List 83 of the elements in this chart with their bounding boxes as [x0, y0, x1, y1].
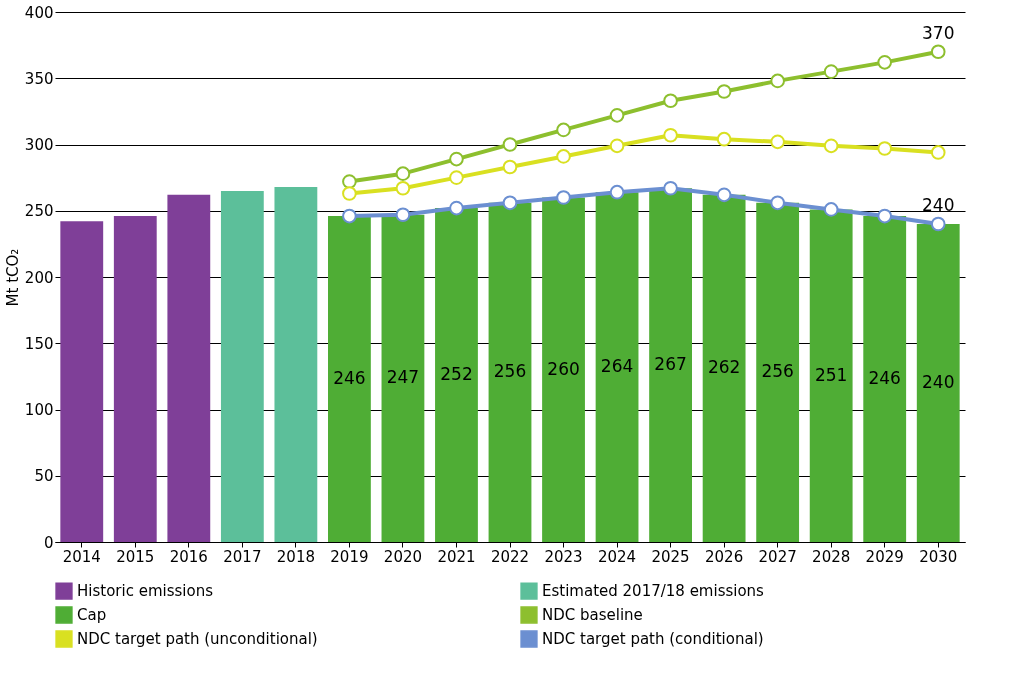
point — [823, 138, 839, 154]
point — [663, 180, 678, 196]
data-label: 240 — [922, 195, 955, 215]
point — [770, 134, 785, 150]
y-tick-label: 150 — [24, 334, 54, 353]
y-tick-label: 50 — [34, 467, 54, 486]
x-tick-label: 2023 — [544, 547, 583, 566]
y-tick-label: 200 — [24, 268, 54, 287]
x-tick-label: 2028 — [812, 547, 851, 566]
point — [449, 170, 464, 185]
point — [877, 208, 893, 224]
point — [395, 166, 411, 181]
legend-label: Estimated 2017/18 emissions — [542, 582, 765, 601]
data-label: 247 — [386, 367, 420, 388]
data-label: 264 — [600, 356, 634, 377]
y-tick-label: 100 — [24, 401, 54, 419]
point — [877, 141, 893, 156]
x-tick-label: 2021 — [437, 547, 476, 566]
point — [449, 151, 464, 167]
data-label: 246 — [333, 368, 366, 389]
y-tick-label: 400 — [24, 3, 54, 22]
point — [823, 202, 839, 217]
data-label: 262 — [707, 357, 741, 378]
point — [663, 93, 678, 109]
point — [449, 200, 464, 216]
point — [716, 84, 732, 99]
x-tick-label: 2017 — [223, 547, 262, 566]
data-label: 370 — [922, 22, 955, 43]
x-tick-label: 2022 — [490, 547, 530, 566]
point — [556, 149, 571, 164]
point — [395, 180, 411, 196]
point — [823, 64, 839, 79]
y-tick-label: 300 — [24, 136, 54, 154]
data-label: 251 — [814, 364, 848, 385]
y-tick-label: 0 — [43, 533, 54, 552]
point — [716, 187, 732, 203]
data-label: 252 — [440, 364, 473, 385]
point — [342, 186, 357, 201]
point — [930, 145, 946, 160]
legend-label: NDC baseline — [542, 606, 643, 624]
x-tick-label: 2020 — [383, 547, 423, 566]
point — [502, 159, 518, 175]
data-label: 256 — [761, 361, 794, 382]
x-tick-label: 2014 — [62, 547, 101, 566]
data-label: 246 — [868, 368, 901, 389]
point — [770, 195, 785, 211]
y-axis-title: Mt tCO₂ — [3, 248, 22, 307]
x-tick-label: 2025 — [651, 547, 690, 566]
point — [930, 44, 946, 60]
point — [930, 216, 946, 232]
point — [395, 207, 411, 223]
point — [609, 184, 625, 200]
x-tick-label: 2024 — [597, 547, 637, 566]
point — [609, 138, 625, 154]
point — [502, 137, 518, 152]
point — [342, 174, 357, 189]
point — [556, 122, 571, 138]
legend-label: Cap — [77, 606, 107, 624]
point — [877, 55, 893, 70]
legend-label: NDC target path (unconditional) — [77, 630, 318, 648]
point — [342, 208, 357, 224]
y-tick-label: 250 — [24, 202, 54, 221]
point — [502, 195, 518, 211]
y-tick-label: 350 — [24, 69, 54, 88]
x-tick-label: 2026 — [705, 547, 744, 566]
data-label: 267 — [654, 354, 687, 375]
x-tick-label: 2027 — [758, 547, 797, 566]
x-tick-label: 2029 — [865, 547, 904, 566]
x-tick-label: 2018 — [276, 547, 315, 566]
point — [609, 108, 625, 123]
legend-label: NDC target path (conditional) — [542, 630, 764, 648]
data-label: 260 — [547, 358, 580, 379]
point — [716, 131, 732, 147]
x-tick-label: 2016 — [169, 547, 208, 566]
data-label: 240 — [922, 372, 955, 392]
x-tick-label: 2019 — [330, 547, 369, 566]
point — [770, 73, 785, 89]
point — [663, 127, 678, 143]
point — [556, 190, 571, 205]
data-label: 256 — [493, 361, 527, 382]
x-tick-label: 2030 — [919, 547, 958, 566]
x-tick-label: 2015 — [116, 547, 155, 566]
legend-label: Historic emissions — [77, 582, 214, 601]
